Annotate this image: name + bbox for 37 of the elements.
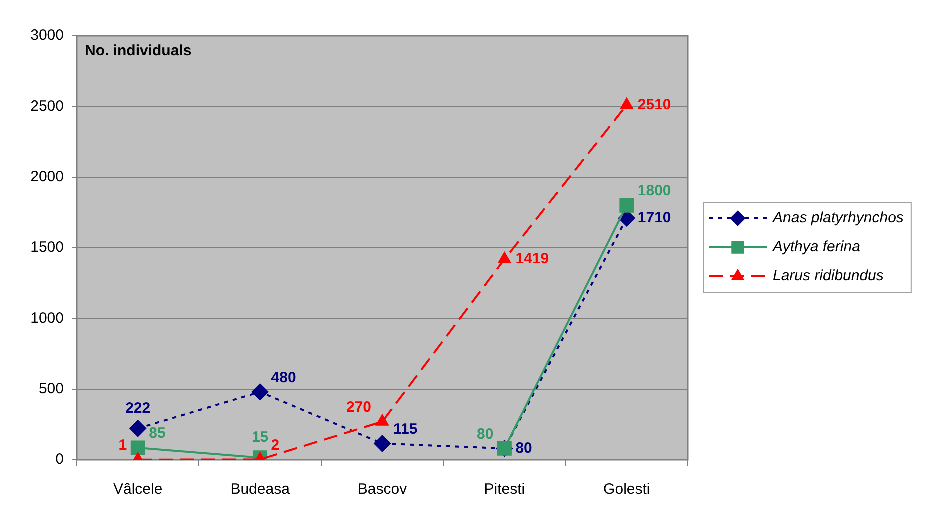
point [374, 435, 391, 452]
y-tick-label: 500 [38, 380, 64, 398]
point [130, 420, 147, 438]
data-label: 85 [149, 425, 166, 442]
data-label: 80 [516, 440, 532, 457]
y-tick-label: 1500 [30, 239, 64, 256]
point [620, 98, 634, 110]
y-tick-label: 3000 [30, 27, 64, 44]
x-tick-label: Golesti [604, 481, 650, 498]
x-tick-label: Budeasa [230, 481, 291, 498]
point [252, 384, 269, 401]
data-label: 1419 [516, 250, 550, 268]
legend-label: Larus ridibundus [773, 268, 884, 285]
point [620, 198, 634, 213]
data-label: 1800 [638, 182, 672, 200]
data-label: 1 [118, 437, 128, 454]
y-axis-title: No. individuals [85, 42, 192, 60]
point [498, 252, 512, 264]
data-label: 2510 [638, 96, 672, 114]
data-label: 80 [477, 426, 494, 443]
y-tick-label: 0 [56, 451, 64, 468]
point [130, 440, 146, 456]
legend-label: Aythya ferina [772, 238, 860, 256]
y-tick-label: 2500 [30, 98, 64, 115]
data-label: 15 [252, 429, 269, 446]
data-label: 270 [346, 398, 372, 416]
data-label: 2 [271, 436, 280, 454]
x-tick-label: Vâlcele [114, 481, 163, 498]
data-label: 222 [126, 400, 151, 417]
data-label: 1710 [638, 209, 672, 226]
legend-label: Anas platyrhynchos [772, 210, 904, 227]
data-label: 115 [394, 420, 418, 438]
x-tick-label: Pitesti [484, 481, 526, 498]
x-tick-label: Bascov [358, 481, 408, 498]
y-tick-label: 2000 [30, 168, 64, 186]
data-label: 480 [271, 369, 296, 386]
y-tick-label: 1000 [30, 310, 64, 327]
